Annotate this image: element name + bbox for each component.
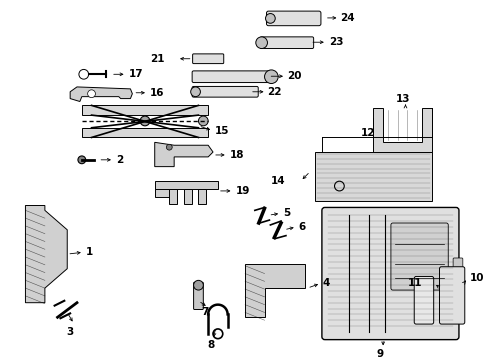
FancyBboxPatch shape — [452, 258, 462, 279]
Circle shape — [78, 156, 85, 164]
FancyBboxPatch shape — [390, 223, 447, 290]
Text: 14: 14 — [271, 176, 285, 186]
Polygon shape — [70, 87, 132, 102]
Text: 15: 15 — [215, 126, 229, 136]
FancyBboxPatch shape — [314, 152, 431, 201]
Text: 20: 20 — [286, 71, 301, 81]
Text: 19: 19 — [235, 186, 249, 196]
Text: 2: 2 — [116, 155, 123, 165]
Text: 17: 17 — [128, 69, 143, 79]
FancyBboxPatch shape — [198, 189, 206, 203]
FancyBboxPatch shape — [192, 54, 224, 64]
Text: 4: 4 — [322, 278, 329, 288]
Text: 6: 6 — [298, 222, 305, 232]
Circle shape — [255, 37, 267, 49]
FancyBboxPatch shape — [439, 267, 464, 324]
Circle shape — [264, 70, 278, 84]
FancyBboxPatch shape — [81, 128, 208, 138]
FancyBboxPatch shape — [193, 282, 203, 310]
FancyBboxPatch shape — [266, 11, 320, 26]
Text: 3: 3 — [66, 327, 74, 337]
Circle shape — [166, 144, 172, 150]
Text: 5: 5 — [283, 208, 290, 218]
FancyBboxPatch shape — [192, 86, 258, 97]
Text: 16: 16 — [149, 88, 164, 98]
Circle shape — [198, 116, 208, 126]
Text: 1: 1 — [85, 247, 93, 257]
Polygon shape — [244, 264, 305, 317]
FancyBboxPatch shape — [81, 105, 208, 115]
Text: 8: 8 — [207, 341, 214, 351]
Text: 9: 9 — [376, 349, 383, 359]
Circle shape — [265, 14, 275, 23]
FancyBboxPatch shape — [154, 189, 174, 197]
Text: 12: 12 — [361, 127, 375, 138]
Text: 7: 7 — [201, 307, 208, 318]
FancyBboxPatch shape — [169, 189, 177, 203]
Polygon shape — [373, 108, 431, 152]
FancyBboxPatch shape — [260, 37, 313, 49]
FancyBboxPatch shape — [321, 207, 458, 339]
Polygon shape — [25, 206, 67, 303]
FancyBboxPatch shape — [154, 181, 218, 189]
Text: 18: 18 — [229, 150, 244, 160]
Text: 23: 23 — [328, 37, 343, 47]
Text: 21: 21 — [150, 54, 164, 64]
Text: 10: 10 — [468, 273, 483, 283]
FancyBboxPatch shape — [413, 276, 433, 324]
Polygon shape — [154, 142, 213, 167]
FancyBboxPatch shape — [183, 189, 191, 203]
FancyBboxPatch shape — [192, 71, 272, 82]
Text: 22: 22 — [267, 87, 282, 97]
Text: 13: 13 — [395, 94, 410, 104]
Text: 24: 24 — [340, 13, 354, 23]
Circle shape — [193, 280, 203, 290]
Circle shape — [140, 116, 149, 126]
Circle shape — [87, 90, 95, 98]
Circle shape — [190, 87, 200, 96]
Text: 11: 11 — [407, 278, 421, 288]
